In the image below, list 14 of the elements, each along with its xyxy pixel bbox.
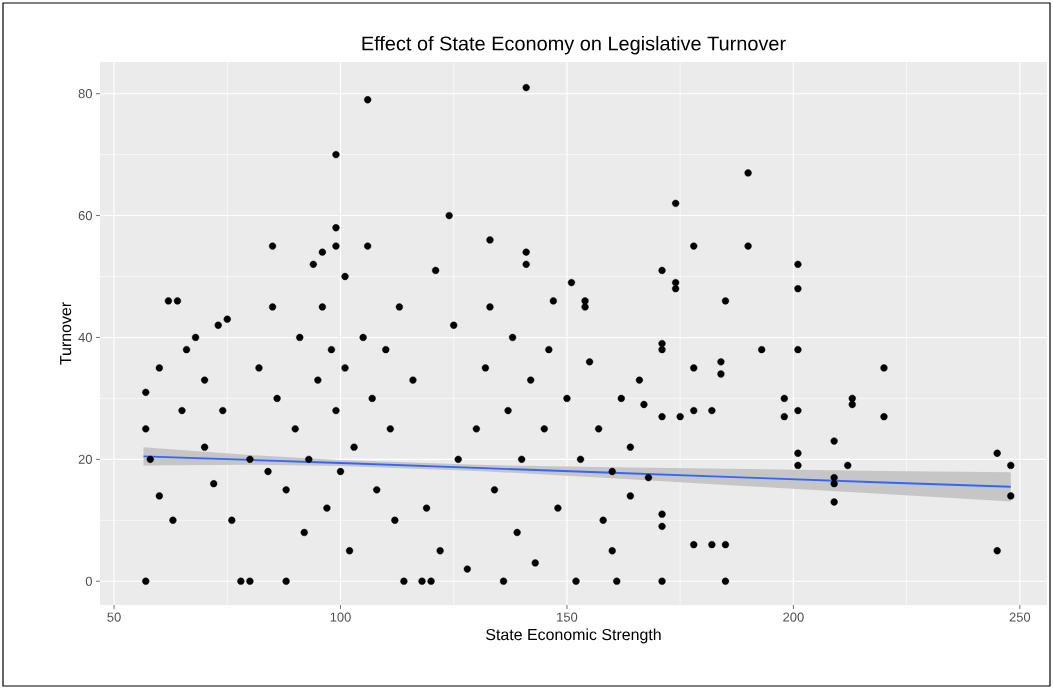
x-tick-label: 50 xyxy=(107,612,121,622)
line-series xyxy=(142,455,1012,488)
y-tick-label: 40 xyxy=(78,332,92,343)
chart-title: Effect of State Economy on Legislative Turnover xyxy=(362,35,786,55)
x-tick-label: 200 xyxy=(783,612,804,622)
y-tick-label: 0 xyxy=(85,576,92,586)
x-tick-label: 100 xyxy=(330,612,351,622)
y-tick-label: 60 xyxy=(78,210,92,221)
x-tick-label: 250 xyxy=(1009,612,1031,622)
y-tick-label: 20 xyxy=(78,454,92,464)
y-axis-title: Turnover xyxy=(60,302,72,365)
y-tick-label: 80 xyxy=(78,89,92,99)
x-tick-label: 150 xyxy=(557,612,578,622)
x-axis-title: State Economic Strength xyxy=(486,628,661,644)
